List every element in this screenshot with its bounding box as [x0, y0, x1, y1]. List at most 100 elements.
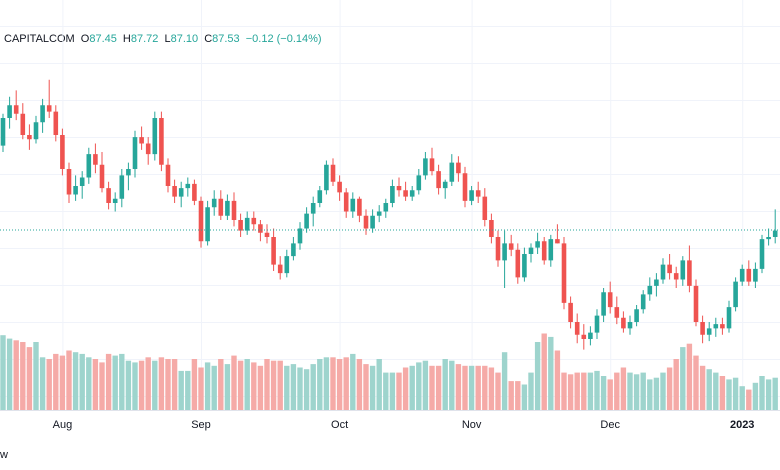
volume-bar	[402, 367, 409, 410]
candle-body	[198, 200, 204, 242]
volume-bar	[389, 372, 396, 410]
candle-body	[370, 215, 375, 229]
candle-body	[456, 162, 461, 174]
candle-body	[469, 190, 474, 201]
candle-body	[132, 137, 138, 169]
time-axis: Aug Sep Oct Nov Dec 2023	[53, 419, 755, 431]
candle-body	[449, 162, 455, 182]
volume-bar	[468, 365, 475, 410]
volume-bar	[581, 372, 587, 410]
candle-body	[409, 190, 415, 197]
volume-bar	[693, 355, 699, 410]
volume-bar	[561, 372, 567, 410]
candle-body	[429, 158, 435, 172]
volume-bar	[165, 359, 171, 410]
volume-bar	[132, 362, 138, 410]
candle-body	[442, 181, 448, 189]
legend-change-value: −0.12 (−0.14%)	[245, 33, 322, 45]
volume-bar	[363, 364, 369, 410]
volume-bar	[0, 335, 6, 410]
volume-bar	[726, 379, 732, 410]
candle-body	[673, 273, 679, 280]
volume-bar	[640, 372, 646, 410]
volume-bar	[86, 357, 92, 410]
candle-body	[515, 249, 521, 278]
candle-body	[304, 213, 309, 229]
volume-bar	[442, 359, 448, 410]
volume-bar	[20, 342, 26, 410]
candle-body	[159, 118, 164, 165]
volume-bar	[508, 381, 514, 410]
volume-bar	[534, 342, 541, 410]
volume-bar	[290, 364, 297, 410]
volume-bar	[647, 379, 653, 410]
volume-bar	[739, 386, 745, 410]
candle-body	[726, 307, 732, 329]
volume-bar	[528, 372, 534, 410]
volume-bar	[59, 355, 66, 410]
candle-body	[495, 237, 501, 261]
volume-bar	[330, 357, 336, 410]
candle-body	[700, 322, 705, 335]
legend-close-label: C	[204, 33, 213, 45]
candle-body	[614, 307, 620, 318]
candle-body	[462, 173, 468, 201]
candle-body	[264, 232, 270, 237]
legend-open-label: O	[80, 33, 90, 45]
candle-body	[581, 334, 587, 339]
volume-bar	[356, 359, 363, 410]
volume-bar	[251, 362, 257, 410]
volume-bar	[191, 359, 198, 410]
volume-bar	[323, 357, 330, 410]
legend-close-value: 87.53	[212, 33, 240, 45]
volume-bar	[79, 353, 85, 410]
legend-high-value: 87.72	[130, 33, 159, 45]
legend-source: CAPITALCOM	[4, 33, 75, 45]
candle-body	[178, 188, 184, 197]
volume-bar	[33, 342, 39, 410]
candle-body	[145, 143, 151, 155]
candle-body	[60, 135, 65, 169]
candle-body	[739, 268, 745, 282]
candle-body	[687, 260, 692, 286]
volume-bar	[567, 374, 574, 410]
candle-body	[20, 113, 26, 135]
candle-body	[139, 137, 144, 144]
candle-body	[601, 292, 606, 316]
volume-bar	[600, 376, 607, 410]
volume-bar	[614, 372, 620, 410]
candle-body	[660, 264, 666, 280]
time-axis-label: Sep	[191, 419, 211, 431]
volume-bar	[488, 367, 495, 410]
volume-bar	[462, 365, 468, 410]
volume-bar	[548, 336, 554, 410]
volume-bar	[653, 377, 660, 410]
volume-bar	[732, 377, 739, 410]
candle-body	[568, 302, 573, 322]
candle-body	[561, 243, 567, 303]
volume-bar	[125, 360, 132, 410]
candle-body	[165, 164, 171, 186]
candle-body	[238, 220, 243, 231]
candle-body	[574, 322, 580, 335]
volume-bar	[46, 359, 52, 410]
time-axis-label: Nov	[462, 419, 482, 431]
volume-bar	[264, 359, 270, 410]
time-axis-label: Oct	[331, 419, 348, 431]
watermark-text: w	[0, 449, 8, 461]
legend-low-label: L	[164, 33, 171, 45]
candle-body	[119, 175, 125, 199]
candle-body	[588, 332, 593, 339]
candle-body	[482, 196, 488, 220]
candle-body	[680, 260, 686, 280]
candle-body	[205, 207, 210, 242]
candle-body	[0, 118, 6, 146]
volume-bar	[554, 350, 561, 410]
volume-bar	[686, 343, 693, 410]
candle-body	[706, 328, 712, 335]
volume-bar	[376, 359, 382, 410]
candle-body	[522, 254, 527, 278]
volume-bar	[765, 379, 772, 410]
candle-body	[634, 309, 639, 322]
